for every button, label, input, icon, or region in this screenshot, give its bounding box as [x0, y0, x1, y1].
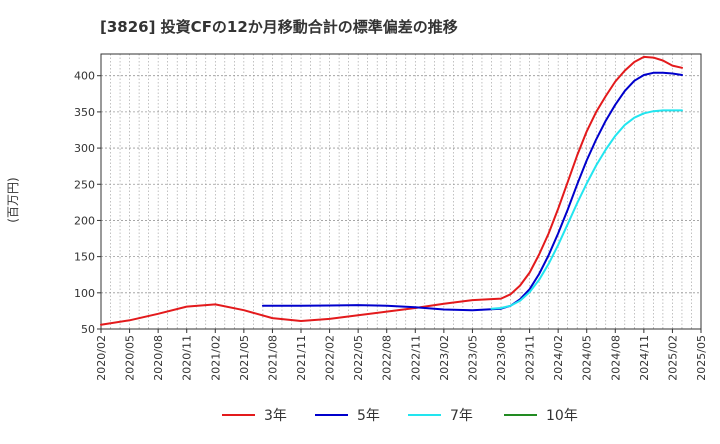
x-tick-label: 2020/02 — [95, 335, 108, 381]
x-tick-label: 2022/02 — [324, 335, 337, 381]
x-tick-label: 2022/05 — [352, 335, 365, 381]
plot-frame — [100, 53, 702, 330]
y-tick-label: 100 — [74, 287, 95, 300]
legend: 3年 5年 7年 10年 — [222, 408, 578, 424]
legend-label-5年: 5年 — [357, 408, 380, 424]
x-tick-label: 2024/08 — [609, 335, 622, 381]
x-tick-label: 2023/11 — [524, 335, 537, 381]
y-tick-label: 400 — [74, 70, 95, 83]
x-tick-label: 2021/11 — [295, 335, 308, 381]
legend-label-10年: 10年 — [546, 408, 578, 424]
legend-label-3年: 3年 — [264, 408, 287, 424]
legend-label-7年: 7年 — [450, 408, 473, 424]
x-tick-label: 2020/05 — [124, 335, 137, 381]
x-tick-label: 2020/08 — [152, 335, 165, 381]
x-tick-label: 2020/11 — [181, 335, 194, 381]
x-tick-label: 2023/02 — [438, 335, 451, 381]
x-tick-label: 2022/08 — [381, 335, 394, 381]
x-tick-label: 2021/08 — [266, 335, 279, 381]
x-tick-label: 2024/05 — [581, 335, 594, 381]
series-line-5年 — [261, 71, 683, 312]
y-tick-label: 300 — [74, 142, 95, 155]
x-tick-label: 2021/02 — [209, 335, 222, 381]
x-tick-label: 2021/05 — [238, 335, 251, 381]
y-tick-label: 50 — [81, 323, 95, 336]
plot-area: 50 100 150 200 250 300 350 400 2020/02 2020/05 202… — [74, 53, 708, 381]
x-tick-label: 2022/11 — [409, 335, 422, 381]
x-tick-label: 2025/02 — [666, 335, 679, 381]
x-tick-label: 2024/02 — [552, 335, 565, 381]
series-line-7年 — [490, 109, 683, 310]
y-tick-label: 200 — [74, 214, 95, 227]
y-tick-label: 250 — [74, 178, 95, 191]
x-tick-label: 2023/08 — [495, 335, 508, 381]
series-line-3年 — [100, 55, 683, 326]
x-tick-label: 2023/05 — [466, 335, 479, 381]
x-tick-label: 2025/05 — [695, 335, 708, 381]
y-tick-label: 350 — [74, 106, 95, 119]
y-tick-label: 150 — [74, 251, 95, 264]
chart-title: [3826] 投資CFの12か月移動合計の標準偏差の推移 — [100, 18, 458, 36]
x-tick-label: 2024/11 — [638, 335, 651, 381]
y-axis-label: (百万円) — [6, 177, 20, 222]
